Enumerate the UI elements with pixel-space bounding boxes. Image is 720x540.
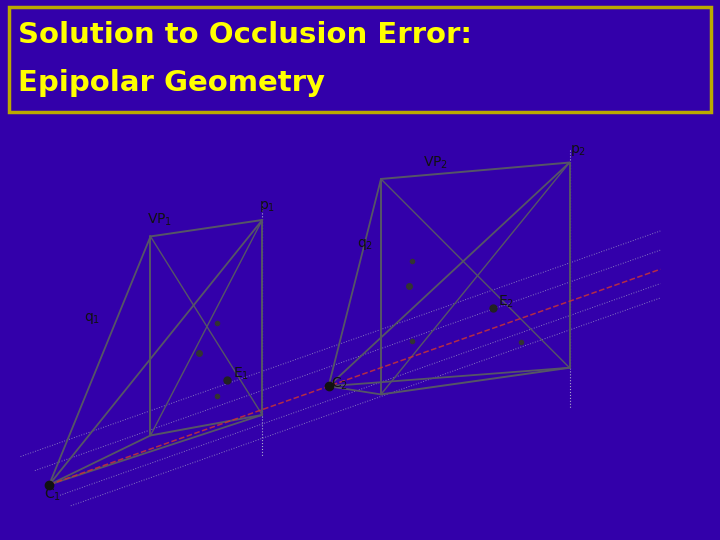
Text: E$_2$: E$_2$ [498,294,514,310]
Text: VP$_2$: VP$_2$ [423,154,448,171]
Text: VP$_1$: VP$_1$ [147,212,172,228]
Text: C$_2$: C$_2$ [330,376,348,393]
Text: Solution to Occlusion Error:: Solution to Occlusion Error: [18,22,472,49]
Text: p$_1$: p$_1$ [258,199,275,214]
Text: E$_1$: E$_1$ [233,366,249,382]
Text: Epipolar Geometry: Epipolar Geometry [18,69,325,97]
Text: q$_2$: q$_2$ [356,237,373,252]
Text: C$_1$: C$_1$ [45,487,61,503]
Text: p$_2$: p$_2$ [570,143,585,158]
Text: q$_1$: q$_1$ [84,311,100,326]
